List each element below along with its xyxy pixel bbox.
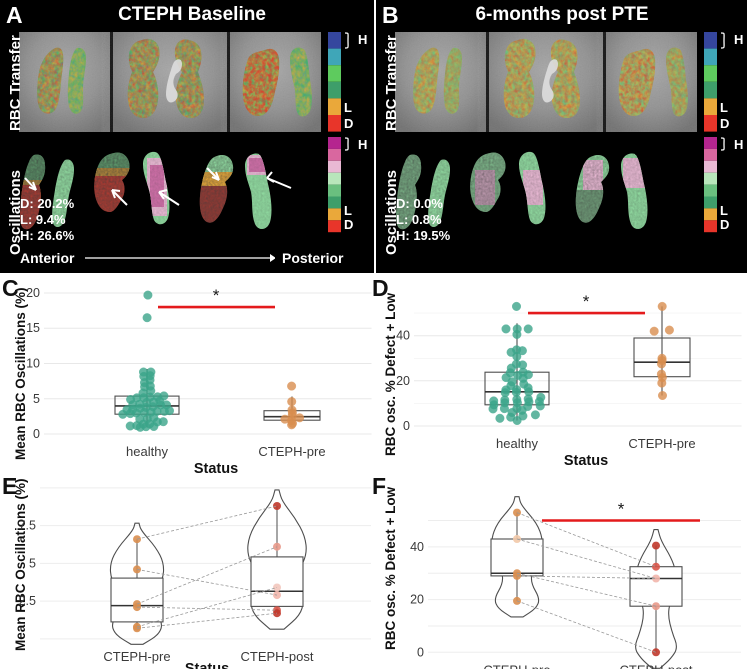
svg-text:10: 10 (26, 357, 40, 371)
svg-text:*: * (583, 292, 590, 311)
svg-text:D: D (720, 217, 729, 232)
svg-text:L: L (720, 203, 728, 218)
svg-text:healthy: healthy (496, 436, 538, 451)
svg-text:L: L (720, 100, 728, 115)
svg-text:5: 5 (29, 556, 36, 570)
svg-text:0: 0 (403, 419, 410, 433)
svg-text:D: D (344, 217, 353, 232)
svg-text:CTEPH-post: CTEPH-post (620, 662, 693, 669)
svg-text:D: D (720, 116, 729, 131)
svg-text:*: * (618, 500, 625, 519)
svg-text:H: H (734, 137, 743, 152)
svg-text:CTEPH-pre: CTEPH-pre (628, 436, 695, 451)
svg-text:20: 20 (396, 374, 410, 388)
svg-text:*: * (213, 286, 220, 305)
svg-text:20: 20 (410, 593, 424, 607)
svg-text:CTEPH-pre: CTEPH-pre (103, 649, 170, 664)
svg-text:H: H (358, 32, 367, 47)
svg-text:40: 40 (396, 329, 410, 343)
svg-text:L: L (344, 100, 352, 115)
svg-text:7.5: 7.5 (19, 519, 36, 533)
svg-text:CTEPH-pre: CTEPH-pre (483, 662, 550, 669)
svg-text:CTEPH-pre: CTEPH-pre (258, 444, 325, 459)
svg-text:0: 0 (417, 645, 424, 659)
svg-text:D: D (344, 116, 353, 131)
svg-text:5: 5 (33, 392, 40, 406)
svg-text:15: 15 (26, 321, 40, 335)
svg-text:L: L (344, 203, 352, 218)
svg-text:healthy: healthy (126, 444, 168, 459)
svg-text:H: H (358, 137, 367, 152)
svg-text:20: 20 (26, 286, 40, 300)
svg-text:H: H (734, 32, 743, 47)
svg-text:CTEPH-post: CTEPH-post (241, 649, 314, 664)
svg-text:2.5: 2.5 (19, 594, 36, 608)
svg-text:0: 0 (33, 427, 40, 441)
svg-text:40: 40 (410, 540, 424, 554)
